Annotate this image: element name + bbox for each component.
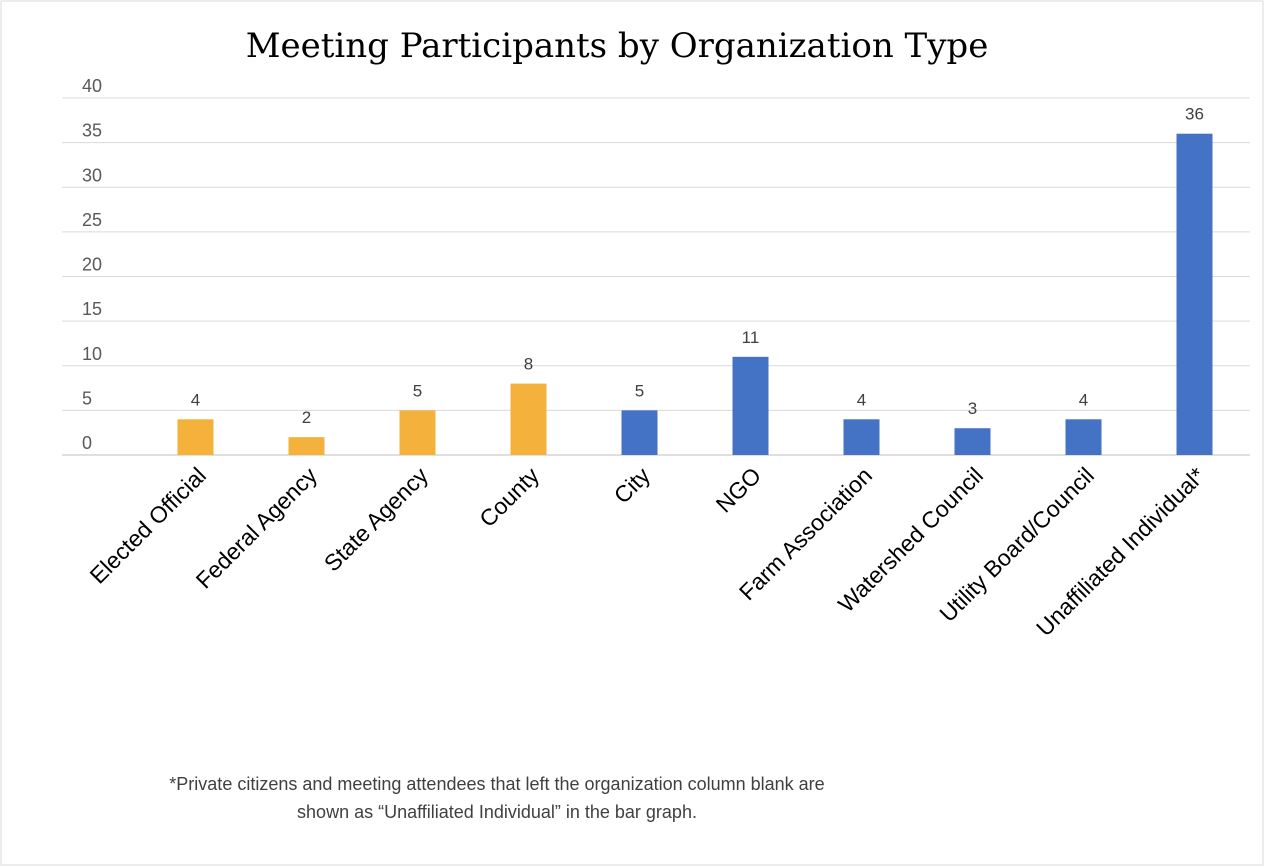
y-tick-label: 15 <box>82 299 102 319</box>
footnote: shown as “Unaffiliated Individual” in th… <box>297 802 697 822</box>
y-tick-label: 0 <box>82 433 92 453</box>
bar <box>621 410 658 455</box>
data-label: 11 <box>742 328 760 347</box>
data-label: 36 <box>1185 105 1204 124</box>
y-tick-label: 5 <box>82 388 92 408</box>
data-label: 4 <box>857 390 866 409</box>
bar <box>177 419 214 455</box>
data-label: 5 <box>635 381 644 400</box>
bar <box>399 410 436 455</box>
data-label: 4 <box>191 390 200 409</box>
data-label: 4 <box>1079 390 1088 409</box>
y-tick-label: 35 <box>82 121 102 141</box>
data-label: 2 <box>302 408 311 427</box>
data-label: 5 <box>413 381 422 400</box>
bar <box>732 356 769 455</box>
chart-title: Meeting Participants by Organization Typ… <box>246 26 989 66</box>
y-tick-label: 10 <box>82 344 102 364</box>
y-tick-label: 25 <box>82 210 102 230</box>
y-tick-label: 40 <box>82 76 102 96</box>
bar <box>288 437 325 455</box>
bar <box>954 428 991 455</box>
bar <box>510 383 547 455</box>
bar <box>843 419 880 455</box>
data-label: 3 <box>968 399 977 418</box>
bar <box>1065 419 1102 455</box>
bar <box>1176 133 1213 455</box>
data-label: 8 <box>524 355 533 374</box>
y-tick-label: 20 <box>82 255 102 275</box>
footnote: *Private citizens and meeting attendees … <box>169 774 824 794</box>
y-tick-label: 30 <box>82 165 102 185</box>
